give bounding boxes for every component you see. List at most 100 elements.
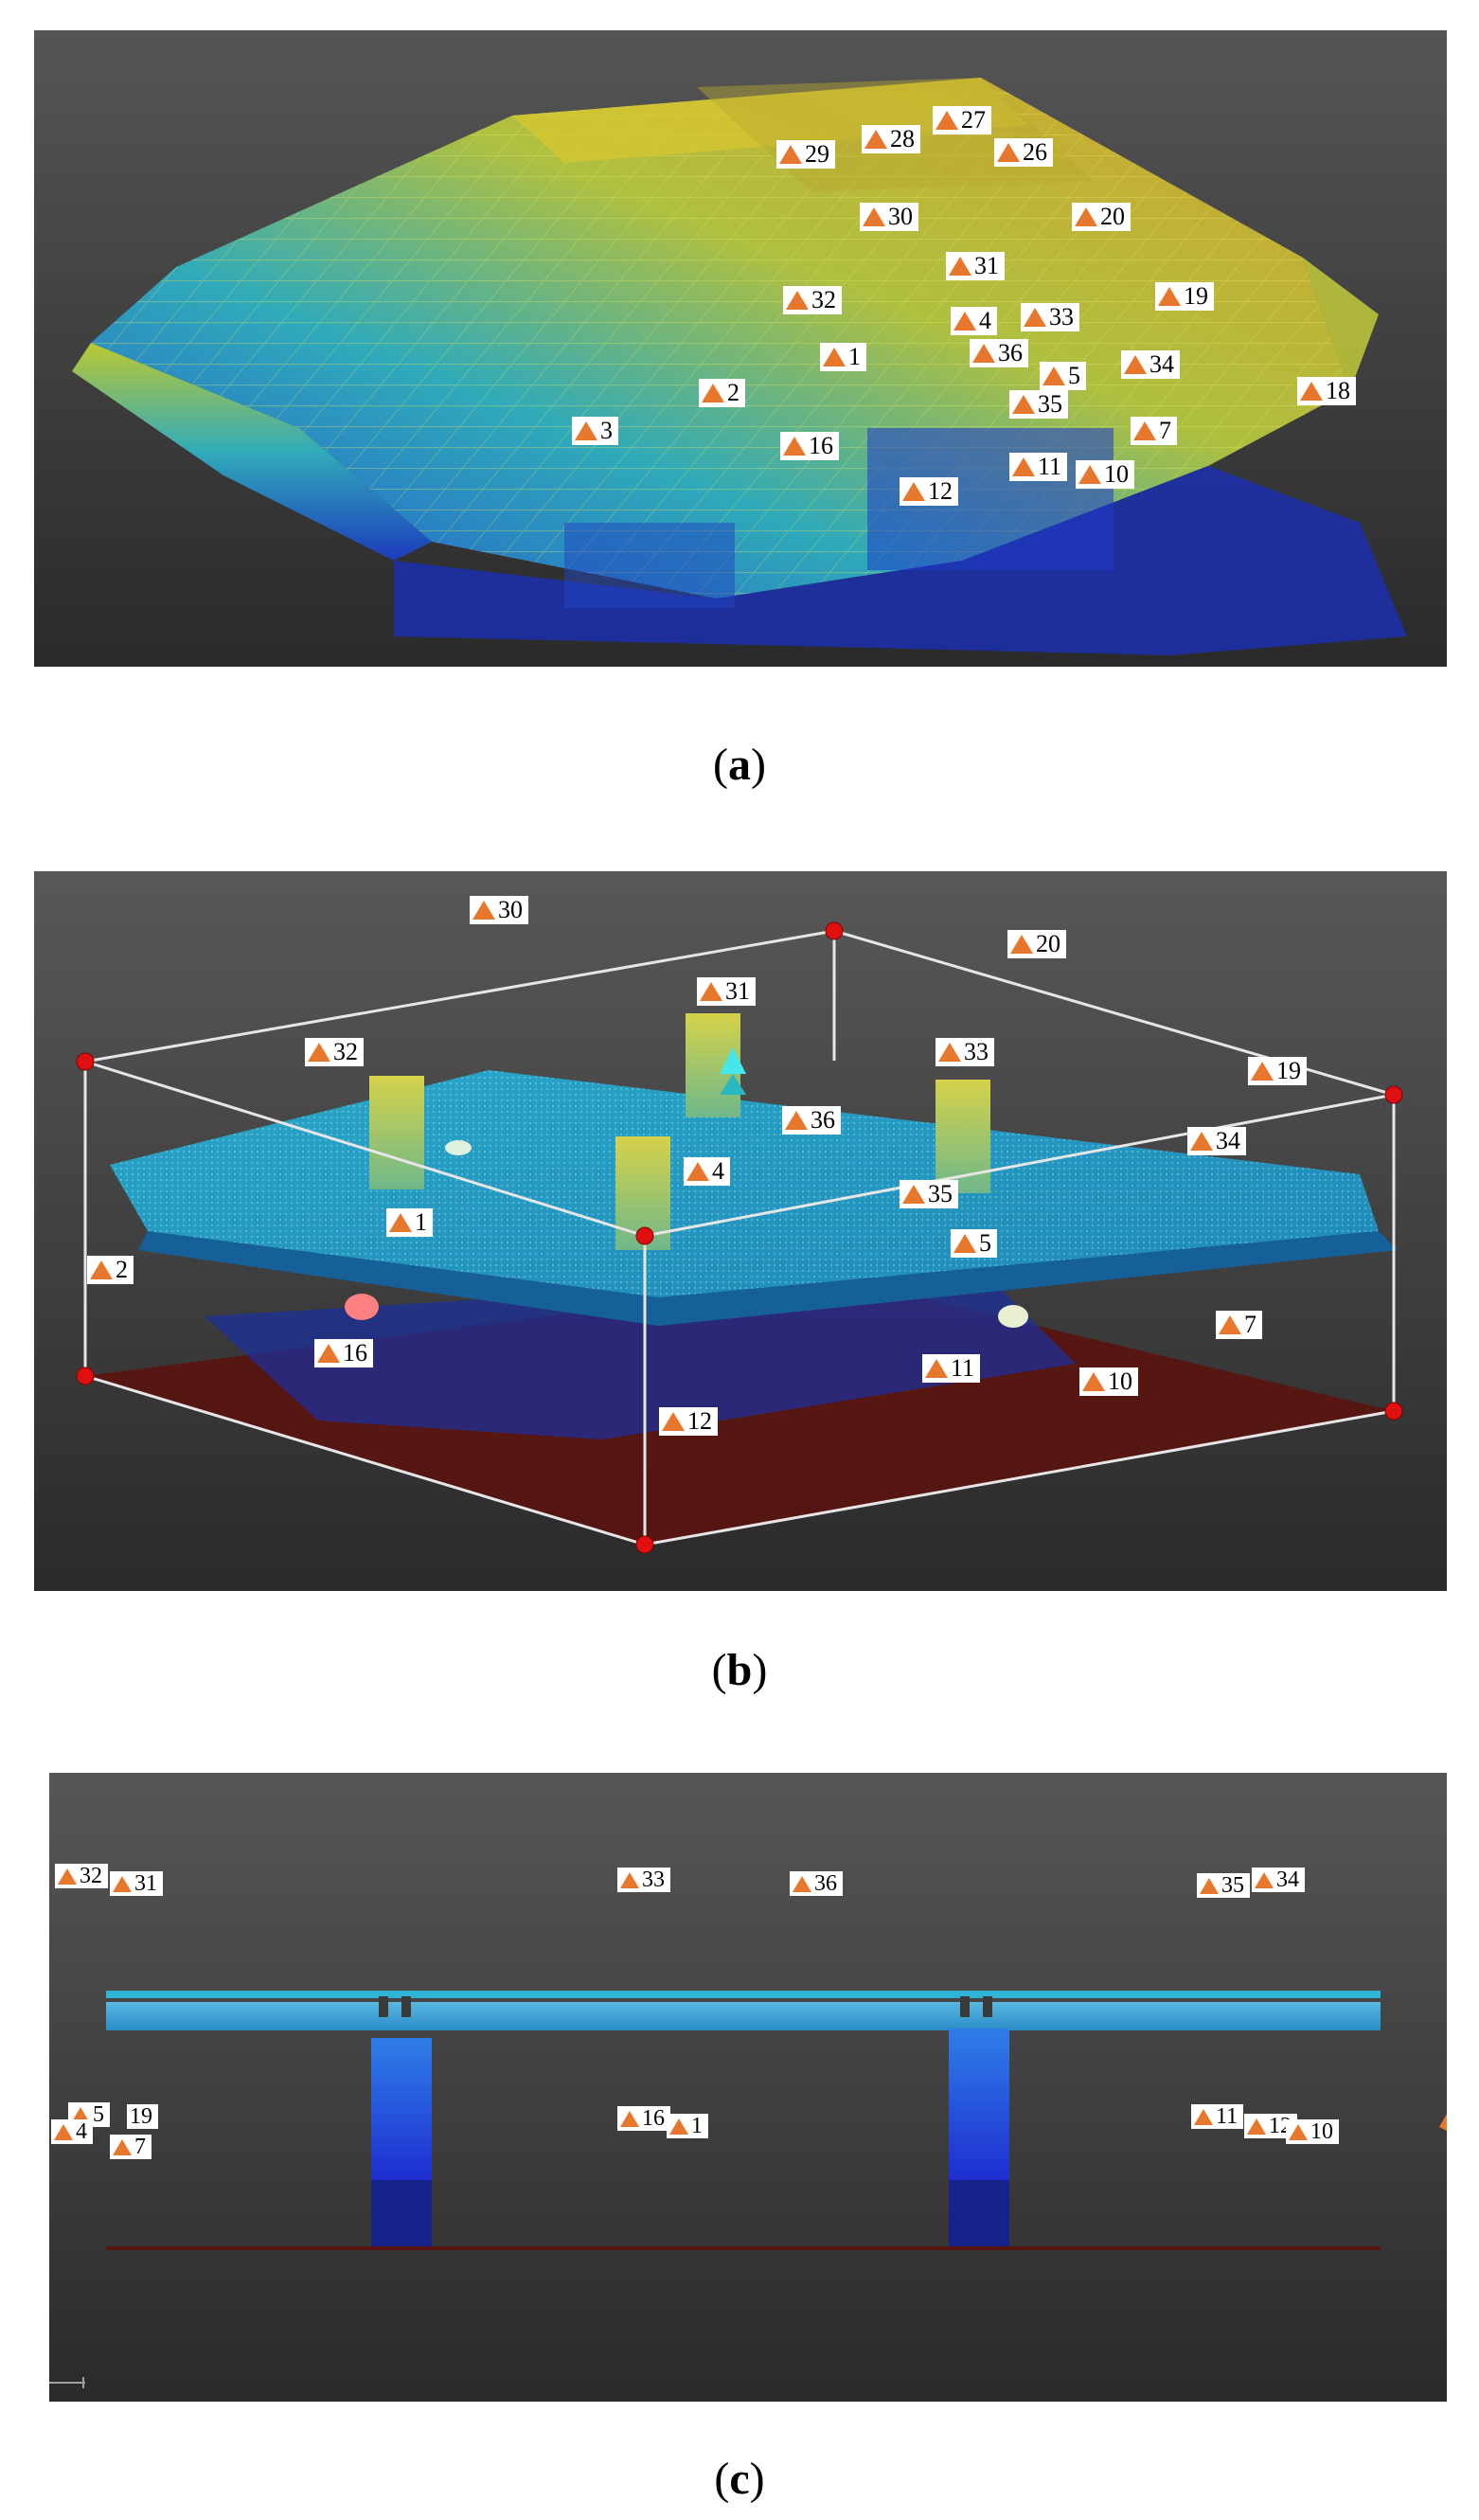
column-section [371,2038,432,2180]
survey-control-point-icon [864,130,887,149]
control-point-marker: 11 [1009,453,1068,481]
control-point-marker: 19 [127,2104,158,2129]
control-point-marker: 11 [1191,2104,1244,2129]
survey-control-point-icon [686,1162,709,1181]
control-point-marker: 19 [1248,1057,1307,1085]
survey-control-point-icon [823,348,846,366]
survey-control-point-icon [669,2118,688,2135]
survey-control-point-icon [779,145,802,164]
survey-control-point-icon [389,1213,412,1232]
bbox-corner-handle [76,1052,95,1071]
column [936,1080,990,1193]
control-point-marker: 36 [970,339,1028,367]
survey-control-point-icon [1010,935,1033,954]
survey-control-point-icon [1075,207,1097,226]
survey-control-point-icon [317,1344,340,1363]
survey-control-point-icon [1289,2123,1308,2140]
control-point-marker: 30 [860,203,918,231]
ground-line [106,2246,1381,2250]
survey-control-point-icon [58,1868,77,1885]
survey-control-point-icon [938,1043,961,1062]
control-point-marker: 10 [1286,2119,1339,2144]
survey-control-point-icon [902,482,925,501]
survey-control-point-icon [1219,1315,1241,1334]
point-cloud-render-a [34,30,1447,667]
control-point-marker: 16 [617,2106,670,2131]
survey-control-point-icon [997,143,1020,162]
survey-control-point-icon [700,982,722,1001]
survey-control-point-icon [1251,1062,1274,1081]
control-point-marker: 7 [1131,417,1177,445]
control-point-marker: 36 [790,1871,843,1896]
survey-control-point-icon [702,384,724,402]
survey-control-point-icon [902,1185,925,1204]
survey-control-point-icon [71,2106,90,2123]
survey-control-point-icon [113,1875,132,1892]
control-point-marker: 16 [314,1339,373,1367]
control-point-marker: 5 [951,1229,997,1258]
control-point-marker: 30 [470,896,528,924]
control-point-marker: 33 [936,1038,994,1066]
control-point-marker: 35 [1009,390,1068,419]
control-point-marker: 29 [776,140,835,169]
survey-control-point-icon [54,2123,73,2140]
caption-a: (a) [713,740,766,790]
point-cloud-view-c: 32 31 33 36 35 34 5 19 4 7 16 1 11 12 10 [49,1773,1447,2402]
survey-control-point-icon [936,111,958,130]
survey-control-point-icon [1133,421,1156,440]
control-point-marker: 34 [1187,1127,1246,1155]
survey-control-point-icon [1255,1871,1274,1888]
survey-control-point-icon [925,1359,948,1378]
survey-control-point-icon [793,1875,811,1892]
survey-control-point-icon [1042,366,1065,385]
survey-control-point-icon [1300,382,1323,401]
control-point-marker: 19 [1155,282,1214,311]
bbox-corner-handle [1384,1085,1403,1104]
control-point-marker: 36 [782,1106,841,1135]
survey-control-point-icon [620,1871,639,1888]
control-point-marker: 16 [780,432,839,460]
control-point-marker: 7 [110,2135,151,2159]
control-point-marker: 27 [933,106,991,134]
survey-control-point-icon [1082,1372,1105,1391]
survey-control-point-icon [786,291,809,310]
survey-control-point-icon [1200,1877,1219,1894]
control-point-marker: 1 [667,2114,708,2138]
control-point-marker: 5 [1040,362,1086,390]
survey-control-point-icon [1012,457,1035,476]
bbox-corner-handle [825,921,844,940]
control-point-marker: 7 [1216,1311,1262,1339]
control-point-marker: 33 [1021,303,1079,331]
survey-control-point-icon [972,344,995,363]
control-point-marker: 10 [1079,1367,1138,1396]
survey-control-point-icon [1012,395,1035,414]
survey-control-point-icon [953,1234,976,1253]
control-point-marker: 4 [51,2119,93,2144]
column [369,1076,424,1189]
point-cloud-view-a: 27 28 26 29 30 20 31 19 32 4 33 1 36 5 3… [34,30,1447,667]
survey-control-point-icon [113,2138,132,2155]
floor-slab-section [106,1991,1381,1998]
control-point-marker: 10 [1076,460,1134,489]
survey-control-point-icon [472,901,495,920]
survey-control-point-icon [1194,2108,1213,2125]
control-point-marker: 1 [820,343,866,371]
survey-control-point-icon [949,257,971,276]
control-point-marker: 35 [900,1180,958,1208]
control-point-marker: 33 [617,1868,670,1892]
survey-control-point-icon [785,1111,808,1130]
control-point-marker: 32 [305,1038,364,1066]
control-point-marker: 11 [922,1354,981,1383]
column-section [949,2029,1009,2180]
control-point-marker: 34 [1121,350,1180,379]
control-point-marker: 3 [572,417,618,445]
control-point-marker: 12 [900,477,958,506]
bbox-corner-handle [635,1535,654,1554]
control-point-marker: 12 [659,1407,718,1436]
bbox-corner-handle [76,1367,95,1385]
survey-control-point-icon [1158,287,1181,306]
control-point-marker: 31 [946,252,1005,280]
control-point-marker: 18 [1297,377,1356,405]
control-point-marker: 4 [951,307,997,335]
caption-b: (b) [711,1645,768,1695]
